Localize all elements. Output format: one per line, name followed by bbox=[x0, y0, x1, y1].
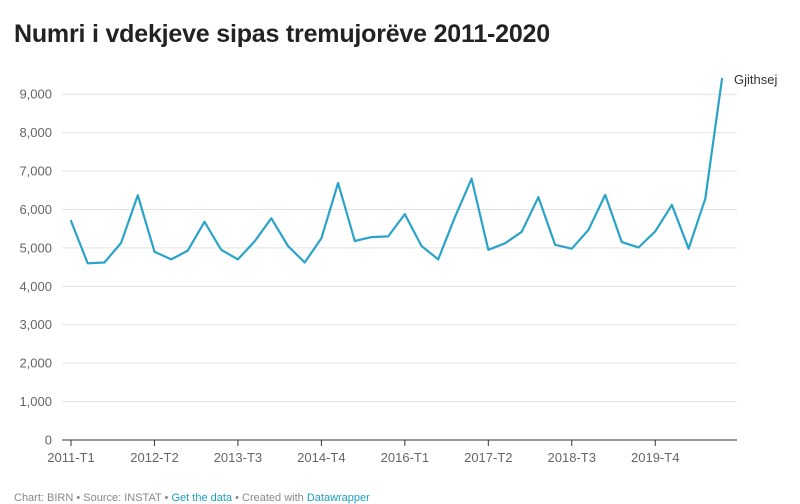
gridlines bbox=[62, 93, 737, 441]
y-tick-label: 5,000 bbox=[19, 240, 52, 255]
series-group: Gjithsej bbox=[69, 72, 777, 265]
y-tick-label: 9,000 bbox=[19, 87, 52, 102]
chart-title: Numri i vdekjeve sipas tremujorëve 2011-… bbox=[14, 20, 550, 48]
x-tick-label: 2018-T3 bbox=[548, 450, 596, 465]
x-tick-label: 2014-T4 bbox=[297, 450, 345, 465]
x-tick-label: 2013-T3 bbox=[214, 450, 262, 465]
y-tick-label: 2,000 bbox=[19, 356, 52, 371]
x-tick-label: 2012-T2 bbox=[130, 450, 178, 465]
datawrapper-link[interactable]: Datawrapper bbox=[306, 492, 370, 504]
x-tick-label: 2016-T1 bbox=[381, 450, 429, 465]
series-line-gjithsej bbox=[69, 77, 724, 265]
y-tick-label: 1,000 bbox=[19, 394, 52, 409]
x-tick-label: 2017-T2 bbox=[464, 450, 512, 465]
y-tick-label: 8,000 bbox=[19, 125, 52, 140]
get-the-data-link[interactable]: Get the data bbox=[171, 492, 233, 504]
y-axis-tick-labels: 0 1,000 2,000 3,000 4,000 5,000 6,000 7,000 8,00… bbox=[19, 87, 52, 448]
x-axis: 2011-T1 2012-T2 2013-T3 2014-T4 2016-T1 2017-… bbox=[47, 440, 679, 465]
series-label-gjithsej: Gjithsej bbox=[734, 72, 777, 87]
chart-footer: Chart: BIRN • Source: INSTAT • Get the d… bbox=[14, 492, 370, 504]
y-tick-label: 4,000 bbox=[19, 279, 52, 294]
y-tick-label: 7,000 bbox=[19, 164, 52, 179]
footer-created-with: • Created with bbox=[235, 492, 304, 504]
y-tick-label: 6,000 bbox=[19, 202, 52, 217]
y-tick-label: 3,000 bbox=[19, 317, 52, 332]
y-tick-label: 0 bbox=[45, 433, 52, 448]
footer-source: Chart: BIRN • Source: INSTAT • bbox=[14, 492, 169, 504]
x-tick-label: 2019-T4 bbox=[631, 450, 679, 465]
x-tick-label: 2011-T1 bbox=[47, 450, 94, 465]
